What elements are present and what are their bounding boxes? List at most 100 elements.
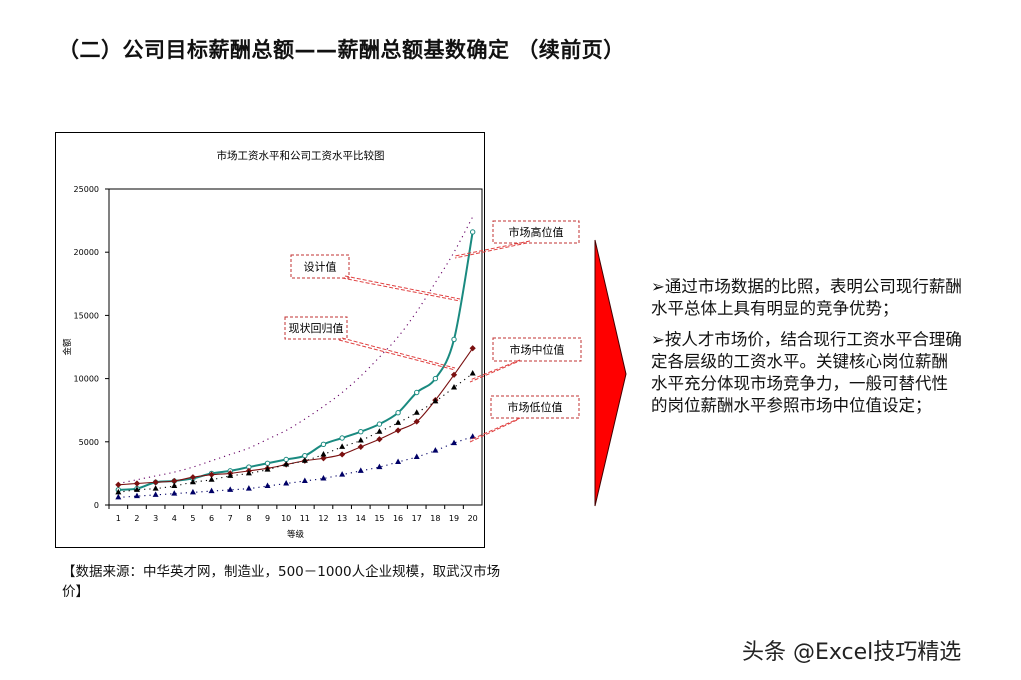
x-tick-label: 3 xyxy=(153,514,158,523)
bullet-list: ➢通过市场数据的比照，表明公司现行薪酬水平总体上具有明显的竞争优势； ➢按人才市… xyxy=(651,276,963,426)
x-tick-label: 2 xyxy=(134,514,139,523)
series-1 xyxy=(115,229,476,493)
data-point xyxy=(264,460,271,466)
data-point xyxy=(283,461,290,467)
callout-box xyxy=(492,337,582,362)
data-point xyxy=(339,451,346,458)
y-tick-label: 10000 xyxy=(74,375,99,384)
y-axis-label: 金额 xyxy=(62,338,73,356)
series-2 xyxy=(115,345,476,488)
data-point xyxy=(395,458,402,465)
y-tick-label: 20000 xyxy=(74,248,99,257)
callout-4: 市场低位值 xyxy=(469,395,580,443)
data-point xyxy=(152,491,159,497)
data-point xyxy=(320,450,327,457)
data-point xyxy=(432,397,439,404)
data-point xyxy=(357,467,364,473)
data-point xyxy=(264,482,271,489)
callout-box xyxy=(490,395,580,419)
data-point xyxy=(469,433,476,439)
data-point xyxy=(227,472,234,478)
data-point xyxy=(152,485,159,491)
data-point xyxy=(227,486,234,492)
x-tick-label: 20 xyxy=(468,514,478,523)
bullet-item: ➢通过市场数据的比照，表明公司现行薪酬水平总体上具有明显的竞争优势； xyxy=(651,277,962,318)
bullet-item: ➢按人才市场价，结合现行工资水平合理确定各层级的工资水平。关键核心岗位薪酬水平充… xyxy=(651,330,962,415)
x-tick-label: 7 xyxy=(228,514,233,523)
y-tick-label: 25000 xyxy=(74,185,99,194)
data-point xyxy=(395,410,401,416)
data-point xyxy=(339,443,346,449)
data-point xyxy=(413,453,420,459)
data-point xyxy=(208,476,215,482)
data-point xyxy=(245,469,252,476)
x-tick-label: 1 xyxy=(116,514,121,523)
x-tick-label: 18 xyxy=(430,514,440,523)
callout-label: 市场低位值 xyxy=(508,400,563,414)
data-point xyxy=(339,471,346,477)
data-point xyxy=(115,493,122,500)
data-point xyxy=(245,485,252,491)
series-0 xyxy=(118,216,474,485)
callout-label: 市场中位值 xyxy=(510,343,565,357)
callout-3: 市场中位值 xyxy=(469,337,582,383)
data-point xyxy=(171,482,178,489)
data-point xyxy=(133,492,140,499)
slide-title: （二）公司目标薪酬总额——薪酬总额基数确定 （续前页） xyxy=(58,38,625,62)
x-axis-label: 等级 xyxy=(287,529,305,540)
series-line xyxy=(118,347,474,486)
x-tick-label: 12 xyxy=(318,514,328,523)
data-point xyxy=(469,345,476,352)
x-tick-label: 16 xyxy=(393,514,403,523)
data-point xyxy=(302,453,308,459)
data-point xyxy=(394,427,402,434)
chart-title: 市场工资水平和公司工资水平比较图 xyxy=(217,149,385,162)
y-tick-label: 5000 xyxy=(79,438,99,447)
data-point xyxy=(320,441,327,448)
y-tick-label: 0 xyxy=(94,501,99,510)
x-tick-label: 9 xyxy=(265,514,270,523)
x-tick-label: 5 xyxy=(190,514,195,523)
data-point xyxy=(469,229,476,235)
data-point xyxy=(451,383,458,390)
series-line xyxy=(118,216,474,485)
x-tick-label: 17 xyxy=(412,514,422,523)
data-point xyxy=(376,428,383,434)
data-point xyxy=(189,478,196,485)
x-tick-label: 19 xyxy=(449,514,459,523)
data-point xyxy=(414,389,420,396)
data-point xyxy=(283,456,289,463)
x-tick-label: 13 xyxy=(337,514,347,523)
y-tick-label: 15000 xyxy=(74,311,99,320)
data-point xyxy=(339,435,345,441)
x-tick-label: 10 xyxy=(281,514,291,523)
data-point xyxy=(189,488,196,495)
data-point xyxy=(451,439,458,446)
data-point xyxy=(208,487,215,494)
data-point xyxy=(152,479,159,486)
data-point xyxy=(432,375,439,382)
data-point xyxy=(376,436,383,443)
x-tick-label: 15 xyxy=(374,514,384,523)
salary-comparison-chart: 市场工资水平和公司工资水平比较图 0 5000 10000 15000 20000 2500… xyxy=(62,149,483,540)
data-point xyxy=(133,486,140,492)
data-point xyxy=(301,477,308,483)
watermark: 头条 @Excel技巧精选 xyxy=(742,640,962,665)
callout-box xyxy=(492,220,580,244)
series-line xyxy=(118,436,473,498)
x-tick-label: 4 xyxy=(172,514,177,523)
data-point xyxy=(376,421,383,427)
data-point xyxy=(133,480,141,487)
data-point xyxy=(358,428,364,435)
data-point xyxy=(320,455,327,462)
data-point xyxy=(413,418,420,425)
data-point xyxy=(115,481,122,488)
x-tick-label: 14 xyxy=(356,514,366,523)
x-tick-label: 11 xyxy=(300,514,310,523)
x-tick-label: 6 xyxy=(209,514,214,523)
data-point xyxy=(413,409,420,415)
data-point xyxy=(320,474,327,481)
data-point xyxy=(264,466,271,472)
source-note: 【数据来源：中华英才网，制造业，500－1000人企业规模，取武汉市场价】 xyxy=(62,564,501,600)
data-point xyxy=(357,443,364,450)
